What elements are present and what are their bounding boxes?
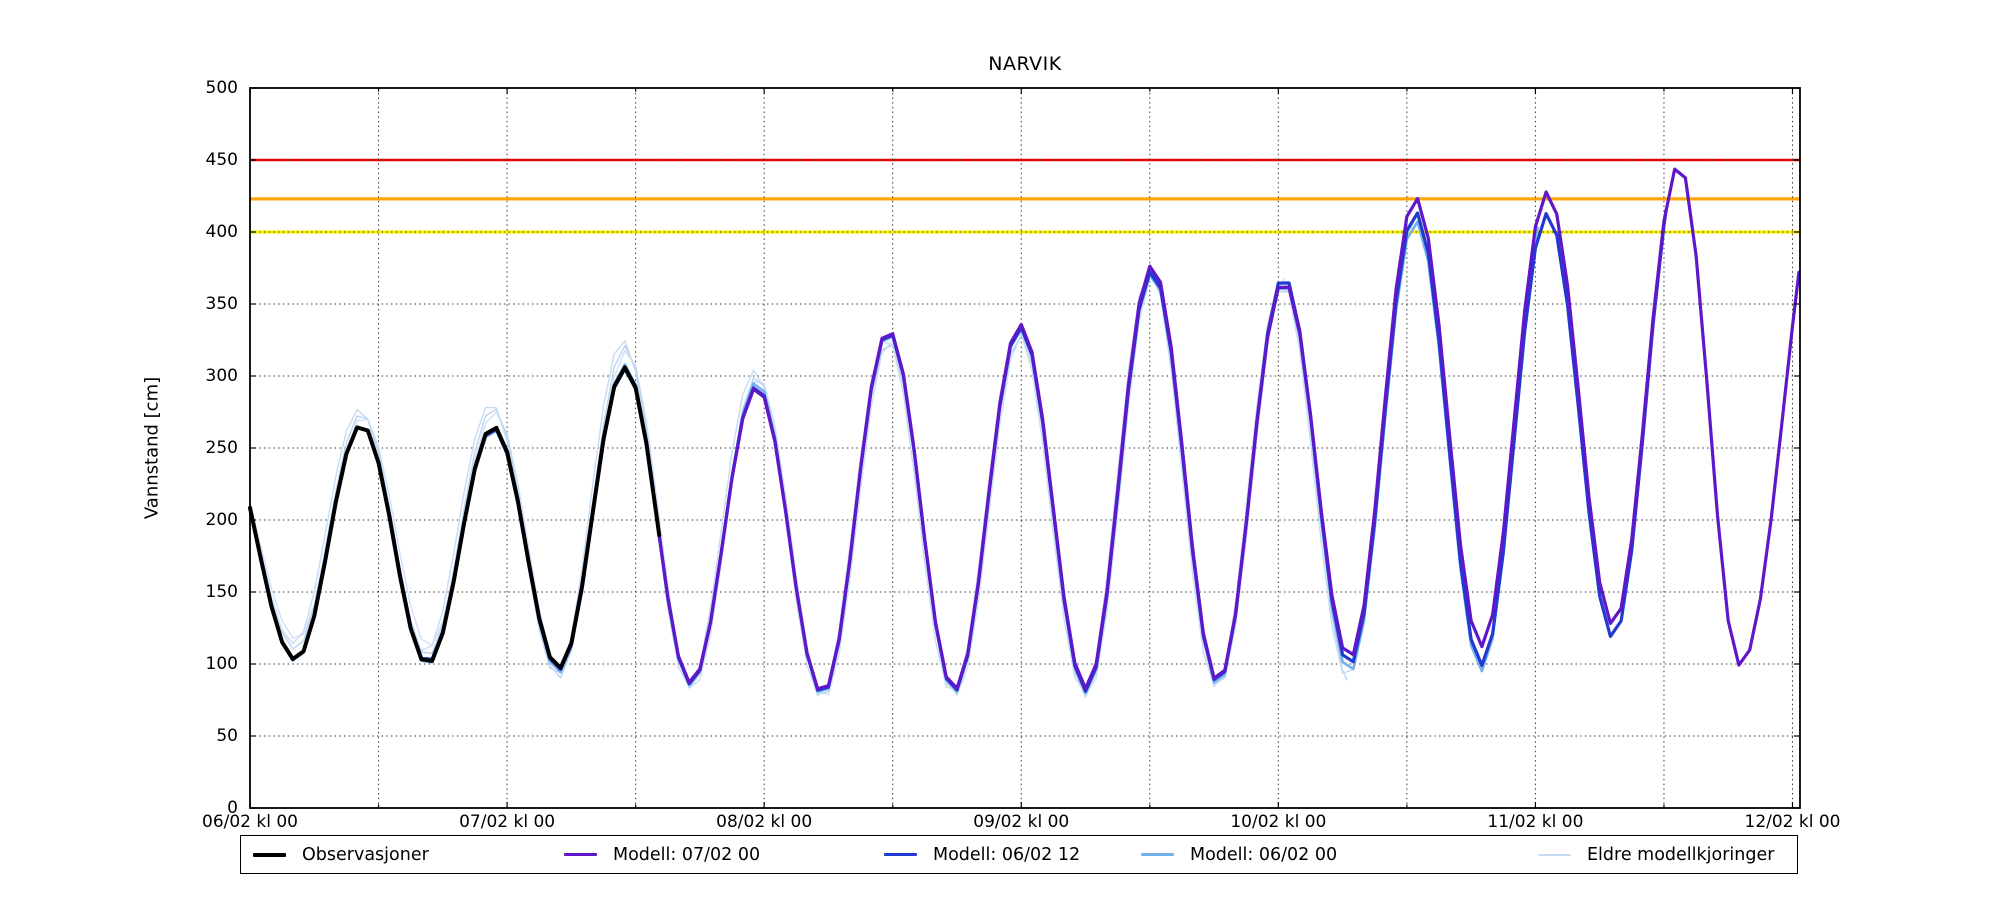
x-tick-label: 09/02 kl 00 (973, 812, 1070, 832)
legend-line-swatch (884, 853, 917, 856)
legend-item: Eldre modellkjoringer (1538, 836, 1774, 873)
y-tick-label: 250 (205, 438, 238, 458)
legend-item: Observasjoner (253, 836, 429, 873)
chart-title: NARVIK (988, 53, 1062, 75)
x-tick-label: 10/02 kl 00 (1230, 812, 1327, 832)
legend: Observasjoner Modell: 07/02 00 Modell: 06/… (240, 835, 1798, 874)
legend-item: Modell: 06/02 12 (884, 836, 1080, 873)
y-tick-label: 350 (205, 294, 238, 314)
series-line-eldre-modellkjoring-1 (249, 222, 1414, 697)
legend-label: Modell: 06/02 00 (1190, 844, 1338, 865)
legend-line-swatch (1141, 853, 1174, 856)
legend-line-swatch (564, 853, 597, 856)
x-tick-label: 11/02 kl 00 (1487, 812, 1584, 832)
series-line-modell-07-02-00 (505, 167, 1801, 691)
y-tick-label: 0 (227, 798, 238, 818)
legend-label: Eldre modellkjoringer (1587, 844, 1775, 865)
series-line-observasjoner (248, 365, 662, 670)
y-tick-label: 150 (205, 582, 238, 602)
x-tick-label: 07/02 kl 00 (459, 812, 556, 832)
x-tick-label: 12/02 kl 00 (1744, 812, 1841, 832)
legend-item: Modell: 07/02 00 (564, 836, 760, 873)
x-tick-label: 08/02 kl 00 (716, 812, 813, 832)
legend-label: Modell: 06/02 12 (933, 844, 1081, 865)
legend-line-swatch (1538, 853, 1571, 856)
series-line-modell-06-02-12 (376, 208, 1668, 693)
y-tick-label: 100 (205, 654, 238, 674)
y-tick-label: 400 (205, 222, 238, 242)
y-tick-label: 450 (205, 150, 238, 170)
y-tick-label: 300 (205, 366, 238, 386)
legend-line-swatch (253, 852, 286, 857)
y-tick-label: 500 (205, 78, 238, 98)
legend-label: Modell: 07/02 00 (613, 844, 761, 865)
y-tick-label: 50 (216, 726, 238, 746)
series-line-eldre-modellkjoring-2 (249, 276, 1286, 697)
legend-label: Observasjoner (302, 844, 429, 865)
legend-item: Modell: 06/02 00 (1141, 836, 1337, 873)
x-tick-label: 06/02 kl 00 (202, 812, 298, 832)
y-tick-label: 200 (205, 510, 238, 530)
